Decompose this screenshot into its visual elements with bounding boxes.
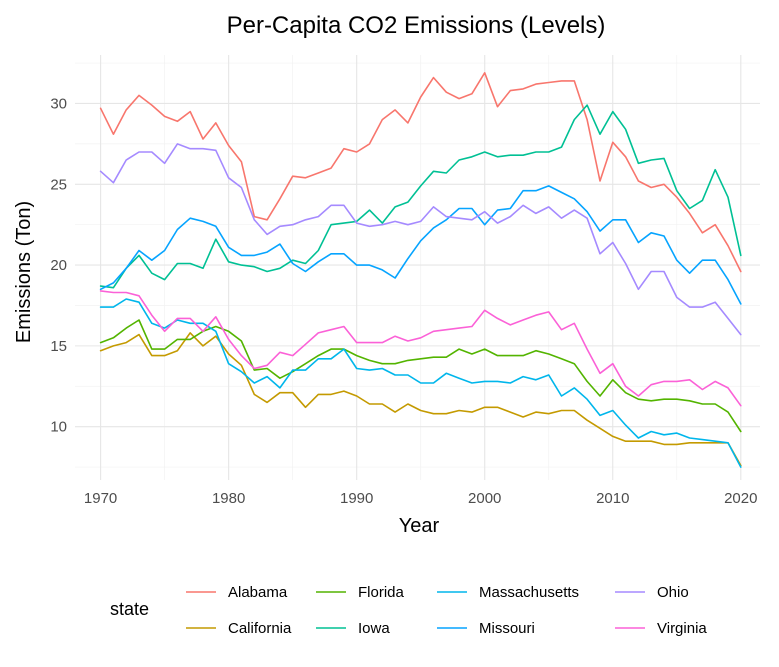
series-line-missouri xyxy=(99,185,742,305)
legend-label-florida: Florida xyxy=(358,584,405,601)
x-tick-label: 1990 xyxy=(340,490,373,507)
y-axis-label: Emissions (Ton) xyxy=(13,201,35,343)
y-tick-label: 20 xyxy=(50,257,67,274)
legend-label-iowa: Iowa xyxy=(358,620,390,637)
legend-label-california: California xyxy=(228,620,292,637)
chart-title: Per-Capita CO2 Emissions (Levels) xyxy=(227,12,606,39)
y-tick-label: 15 xyxy=(50,338,67,355)
x-axis-label: Year xyxy=(399,515,440,537)
y-tick-label: 25 xyxy=(50,176,67,193)
series-line-ohio xyxy=(99,143,742,336)
y-tick-label: 10 xyxy=(50,419,67,436)
y-tick-label: 30 xyxy=(50,95,67,112)
legend-label-virginia: Virginia xyxy=(657,620,707,637)
x-tick-label: 1970 xyxy=(84,490,117,507)
plot-grid xyxy=(75,55,760,480)
x-tick-label: 2010 xyxy=(596,490,629,507)
legend-title: state xyxy=(110,599,149,619)
series-line-iowa xyxy=(99,104,742,289)
series-line-alabama xyxy=(99,72,742,273)
plot-series xyxy=(99,72,742,468)
series-line-florida xyxy=(99,319,742,433)
x-tick-label: 1980 xyxy=(212,490,245,507)
legend: state Alabama California Florida Iowa Massac… xyxy=(110,584,707,637)
legend-label-missouri: Missouri xyxy=(479,620,535,637)
series-line-virginia xyxy=(99,290,742,407)
x-axis-ticks: 1970 1980 1990 2000 2010 2020 xyxy=(84,490,758,507)
legend-label-ohio: Ohio xyxy=(657,584,689,601)
y-axis-ticks: 10 15 20 25 30 xyxy=(50,95,67,435)
x-tick-label: 2000 xyxy=(468,490,501,507)
series-line-california xyxy=(99,332,742,467)
legend-label-alabama: Alabama xyxy=(228,584,288,601)
x-tick-label: 2020 xyxy=(724,490,757,507)
legend-label-massachusetts: Massachusetts xyxy=(479,584,579,601)
